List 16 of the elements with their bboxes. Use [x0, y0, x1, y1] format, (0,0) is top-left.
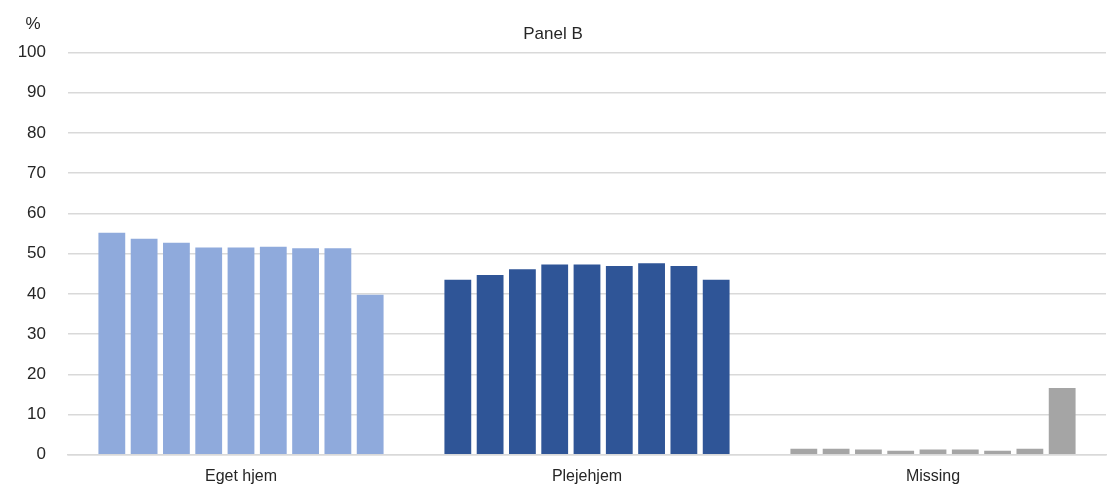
y-tick-label: 50 [27, 243, 46, 263]
y-tick-label: 30 [27, 323, 46, 343]
y-axis-title: % [25, 14, 41, 34]
y-tick-label: 20 [27, 364, 46, 384]
y-tick-label: 60 [27, 203, 46, 223]
y-tick-label: 100 [17, 42, 46, 62]
chart-title: Panel B [523, 23, 583, 43]
x-tick-label: Eget hjem [204, 466, 278, 484]
x-tick-label: Plejehjem [551, 466, 623, 484]
y-tick-label: 40 [27, 283, 46, 303]
x-tick-label: Missing [905, 466, 961, 484]
y-tick-label: 10 [27, 404, 46, 424]
y-tick-label: 70 [27, 162, 46, 182]
y-tick-label: 0 [36, 444, 46, 464]
y-tick-label: 80 [27, 122, 46, 142]
y-tick-label: 90 [27, 82, 46, 102]
